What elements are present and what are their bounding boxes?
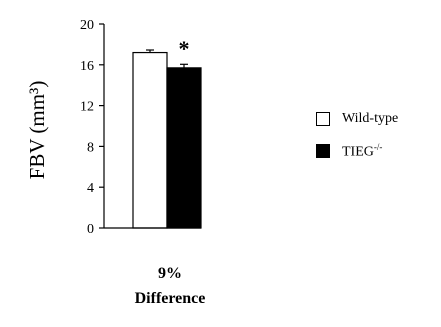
- y-axis: 0 4 8 12 16 20: [80, 18, 105, 237]
- y-tick-label-20: 20: [80, 18, 94, 33]
- legend-item-wild-type: Wild-type: [316, 111, 398, 127]
- bars: [104, 49, 202, 229]
- significance-marker: *: [179, 36, 190, 61]
- y-tick-label-16: 16: [80, 59, 94, 74]
- x-caption-difference: Difference: [134, 290, 206, 307]
- y-tick-label-0: 0: [87, 222, 94, 237]
- legend-label-wild-type: Wild-type: [342, 111, 399, 126]
- legend-label-tieg: TIEG-/-: [342, 142, 383, 160]
- bar-wild-type: [132, 51, 168, 229]
- y-axis-title: FBV (mm³): [25, 81, 49, 180]
- x-caption-percent: 9%: [158, 265, 182, 282]
- y-tick-label-8: 8: [87, 140, 94, 155]
- legend-swatch-wild-type: [316, 112, 330, 126]
- legend-label-tieg-superscript: -/-: [373, 142, 383, 152]
- legend-swatch-tieg: [316, 144, 330, 159]
- bar-tieg: [166, 67, 202, 229]
- y-tick-label-12: 12: [80, 100, 94, 115]
- y-tick-label-4: 4: [87, 181, 94, 196]
- legend-item-tieg: TIEG-/-: [316, 142, 382, 161]
